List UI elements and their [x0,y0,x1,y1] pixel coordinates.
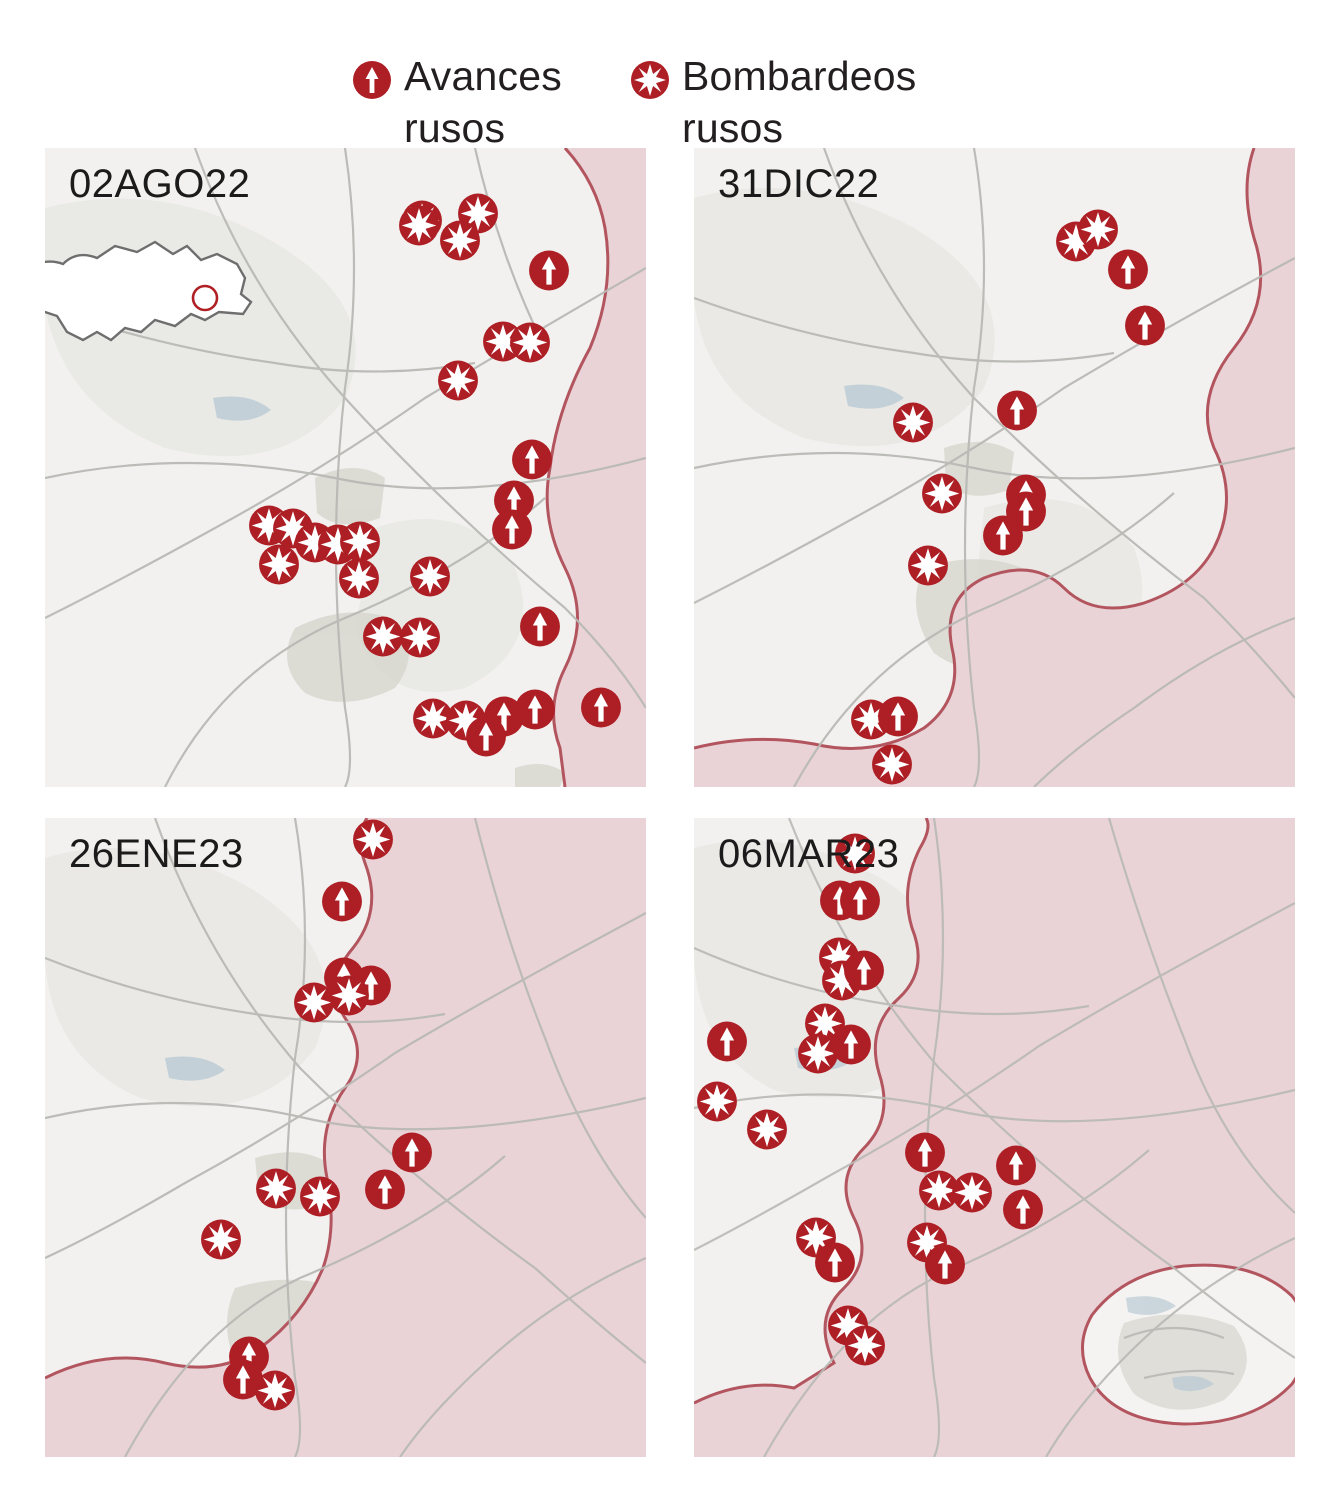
bombardment-marker[interactable] [892,402,934,449]
occupied-territory [45,818,646,1457]
advance-marker[interactable] [465,716,507,763]
advance-marker[interactable] [519,605,561,652]
advance-marker[interactable] [528,250,570,297]
legend: Avances rusos Bombardeos rusos [352,50,992,151]
legend-item-avances: Avances rusos [352,50,562,154]
advance-marker[interactable] [924,1244,966,1291]
bombardment-marker[interactable] [328,975,370,1022]
occupied-territory [547,148,646,787]
bombardment-marker[interactable] [439,220,481,267]
bombardment-marker[interactable] [844,1325,886,1372]
legend-label-avances: Avances rusos [404,53,562,151]
panel-label: 26ENE23 [69,832,244,876]
bombardment-marker[interactable] [509,321,551,368]
bombardment-marker[interactable] [907,545,949,592]
advance-marker[interactable] [706,1020,748,1067]
map-panel-06mar23[interactable]: 06MAR23 [694,818,1295,1457]
advance-marker[interactable] [830,1023,872,1070]
frontline [694,148,1263,750]
bombardment-marker[interactable] [352,818,394,865]
advance-arrow-icon [352,60,392,105]
map-panel-02ago22[interactable]: 02AGO22 [45,148,646,787]
legend-label-bombardeos: Bombardeos rusos [682,53,917,151]
advance-marker[interactable] [391,1132,433,1179]
map-canvas [694,818,1295,1457]
advance-marker[interactable] [995,1145,1037,1192]
bombardment-marker[interactable] [339,521,381,568]
advance-marker[interactable] [814,1242,856,1289]
advance-marker[interactable] [839,879,881,926]
bombardment-marker[interactable] [412,697,454,744]
bombardment-marker[interactable] [696,1081,738,1128]
advance-marker[interactable] [904,1132,946,1179]
map-panel-26ene23[interactable]: 26ENE23 [45,818,646,1457]
advance-marker[interactable] [321,881,363,928]
bombardment-marker[interactable] [299,1175,341,1222]
advance-marker[interactable] [1124,305,1166,352]
advance-marker[interactable] [511,439,553,486]
map-canvas [694,148,1295,787]
panel-label: 31DIC22 [718,162,880,206]
bombardment-marker[interactable] [1077,209,1119,256]
bombardment-marker[interactable] [871,743,913,787]
advance-marker[interactable] [996,390,1038,437]
bombardment-marker[interactable] [200,1219,242,1266]
advance-marker[interactable] [877,696,919,743]
bombardment-marker[interactable] [797,1032,839,1079]
bombardment-marker[interactable] [338,557,380,604]
advance-marker[interactable] [580,687,622,734]
bombardment-marker[interactable] [258,543,300,590]
map-panel-31dic22[interactable]: 31DIC22 [694,148,1295,787]
bombardment-marker[interactable] [921,473,963,520]
legend-item-bombardeos: Bombardeos rusos [630,50,916,154]
bombardment-marker[interactable] [293,981,335,1028]
locator-circle [191,284,219,312]
bombardment-marker[interactable] [746,1108,788,1155]
frontline [694,818,930,1405]
advance-marker[interactable] [364,1169,406,1216]
advance-marker[interactable] [843,950,885,997]
advance-marker[interactable] [493,480,535,527]
panel-label: 06MAR23 [718,832,900,876]
bombardment-marker[interactable] [409,555,451,602]
advance-marker[interactable] [1002,1189,1044,1236]
advance-marker[interactable] [982,515,1024,562]
burst-star-icon [630,60,670,105]
bombardment-marker[interactable] [951,1172,993,1219]
advance-marker[interactable] [222,1359,264,1406]
bombardment-marker[interactable] [398,204,440,251]
bombardment-marker[interactable] [834,833,876,880]
bombardment-marker[interactable] [362,616,404,663]
advance-marker[interactable] [1107,248,1149,295]
occupied-territory [694,148,1295,787]
ukraine-inset-locator [45,240,253,342]
bombardment-marker[interactable] [437,359,479,406]
frontline [45,818,374,1380]
panel-label: 02AGO22 [69,162,251,206]
bombardment-marker[interactable] [918,1170,960,1217]
advance-marker[interactable] [514,688,556,735]
bombardment-marker[interactable] [399,617,441,664]
bombardment-marker[interactable] [254,1370,296,1417]
bombardment-marker[interactable] [255,1167,297,1214]
advance-marker[interactable] [491,509,533,556]
